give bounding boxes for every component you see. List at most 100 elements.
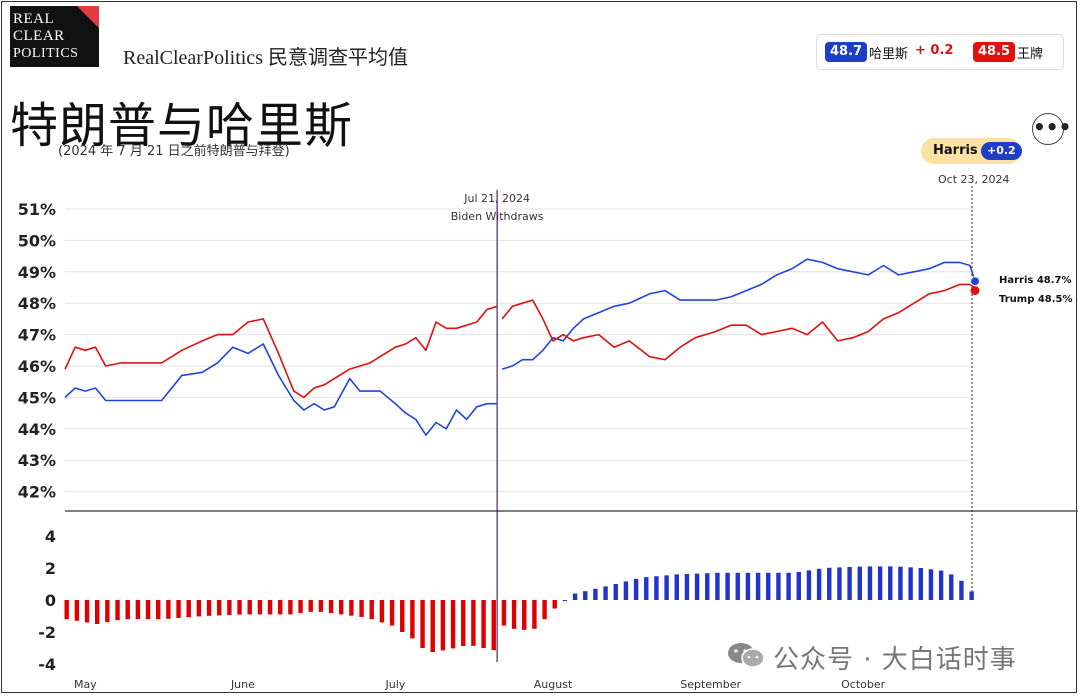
y-tick-label: 48% — [18, 294, 56, 313]
spread-bar — [572, 593, 578, 600]
spread-bar — [888, 566, 893, 600]
spread-bar — [735, 572, 740, 600]
page-subtitle: (2024 年 7 月 21 日之前特朗普与拜登) — [58, 144, 290, 159]
spread-bar — [135, 600, 141, 620]
spread-bar — [755, 572, 761, 600]
spread-bar — [298, 600, 303, 614]
spread-bar — [328, 600, 334, 614]
x-tick-label: September — [680, 678, 741, 691]
spread-bar — [267, 600, 273, 615]
harris-name: 哈里斯 — [869, 47, 909, 62]
current-date-label: Oct 23, 2024 — [938, 173, 1010, 186]
spread-bar — [511, 600, 517, 629]
spread-bar — [908, 567, 913, 600]
spread-bar — [542, 600, 547, 620]
spread-bar — [237, 600, 242, 615]
trump-end-label: Trump 48.5% — [999, 294, 1073, 305]
spread-bar — [633, 578, 639, 600]
spread-bar — [247, 600, 252, 615]
spread-bar — [613, 584, 618, 600]
spread-bar — [491, 600, 496, 651]
spread-bar — [969, 591, 974, 600]
y-tick-label: 49% — [18, 263, 56, 282]
spread-bar — [186, 600, 191, 618]
spread-bar — [837, 567, 842, 600]
spread-bar — [166, 600, 171, 619]
spread-bar — [369, 600, 374, 620]
spread-bar — [623, 581, 629, 600]
spread-bar — [522, 600, 527, 630]
spread-bar — [115, 600, 120, 621]
y-tick-label: 45% — [18, 388, 56, 407]
spread-bar — [430, 600, 435, 652]
leader-badge: Harris +0.2 — [921, 138, 1022, 164]
rcp-logo[interactable]: REAL CLEAR POLITICS — [10, 6, 99, 67]
spread-bar — [786, 572, 791, 600]
spread-bar — [705, 573, 710, 600]
spread-bar — [288, 600, 293, 615]
trump-end-dot — [970, 286, 980, 295]
spread-bar — [227, 600, 232, 615]
spread-bar — [806, 570, 812, 600]
spread-bar — [389, 600, 395, 626]
spread-bar — [552, 600, 557, 609]
more-icon: ••• — [1033, 115, 1072, 139]
spread-bar — [145, 600, 151, 620]
more-options-button[interactable]: ••• — [1032, 113, 1071, 145]
logo-corner-mark — [77, 6, 99, 28]
spread-bar — [532, 600, 537, 629]
top-legend: 48.7 哈里斯 + 0.2 48.5 王牌 — [816, 34, 1064, 70]
spread-bar — [562, 600, 568, 601]
spread-bar — [257, 600, 263, 615]
harris-line — [501, 258, 976, 370]
trump-line — [64, 305, 498, 399]
spread-bar — [938, 570, 944, 600]
y-tick-label: 43% — [18, 451, 56, 470]
spread-bar — [471, 600, 476, 646]
x-tick-label: May — [74, 678, 97, 691]
spread-bar — [867, 566, 873, 600]
spread-bar — [379, 600, 385, 623]
harris-end-label: Harris 48.7% — [999, 275, 1072, 286]
harris-value-badge: 48.7 — [825, 42, 868, 62]
logo-line-2: CLEAR — [13, 28, 65, 44]
spread-bar — [928, 569, 934, 600]
spread-bar — [877, 566, 883, 600]
spread-bar — [440, 600, 446, 651]
spread-bar — [776, 572, 781, 600]
spread-bar — [796, 572, 801, 600]
logo-line-3: POLITICS — [13, 46, 79, 61]
harris-line — [64, 343, 498, 436]
spread-bar — [847, 567, 852, 600]
spread-bar — [95, 600, 100, 624]
trump-line — [501, 283, 976, 361]
spread-bar — [74, 600, 80, 621]
spread-bar — [501, 600, 507, 626]
spread-y-tick-label: 0 — [45, 591, 56, 610]
spread-y-tick-label: -4 — [38, 655, 56, 674]
y-tick-label: 47% — [18, 326, 56, 345]
spread-bar — [674, 574, 679, 600]
spread-bar — [664, 575, 669, 600]
spread-bar — [196, 600, 202, 617]
spread-bar — [725, 572, 730, 600]
harris-change: + 0.2 — [915, 43, 954, 58]
spread-bar — [694, 573, 700, 600]
wechat-icon — [728, 643, 765, 668]
spread-bar — [593, 588, 598, 600]
spread-bar — [583, 591, 588, 600]
spread-bar — [339, 600, 344, 615]
spread-bar — [857, 566, 862, 600]
trump-name: 王牌 — [1017, 47, 1044, 62]
harris-end-dot — [970, 276, 980, 287]
spread-bar — [206, 600, 212, 616]
spread-bar — [959, 580, 964, 600]
spread-bar — [654, 576, 659, 600]
spread-bar — [278, 600, 283, 615]
spread-bar — [308, 600, 313, 612]
spread-y-tick-label: 4 — [45, 527, 56, 546]
logo-line-1: REAL — [13, 11, 55, 27]
spread-bar — [318, 600, 324, 612]
